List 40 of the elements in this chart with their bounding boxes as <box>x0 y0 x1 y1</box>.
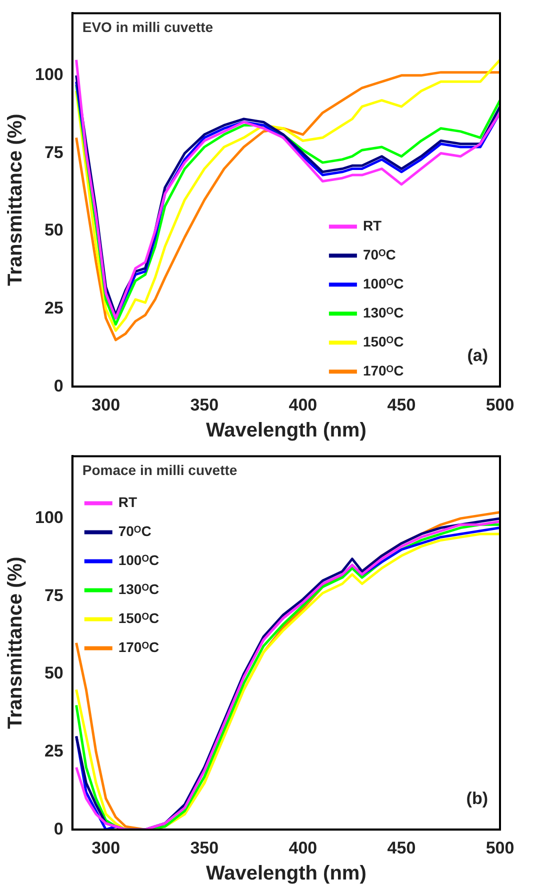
legend-label: 100ᴼC <box>362 275 404 292</box>
y-tick-label: 0 <box>54 819 64 838</box>
y-tick-label: 100 <box>34 508 64 528</box>
legend-label: 130ᴼC <box>362 304 404 320</box>
legend-label: 170ᴼC <box>118 639 160 656</box>
legend-label: RT <box>118 494 138 510</box>
y-tick-label: 75 <box>44 586 64 605</box>
legend-label: 100ᴼC <box>118 552 160 568</box>
x-tick-label: 350 <box>190 838 219 858</box>
x-tick-label: 300 <box>92 395 120 414</box>
legend-label: RT <box>362 217 382 234</box>
x-tick-label: 450 <box>387 395 416 414</box>
legend-label: 150ᴼC <box>362 333 404 350</box>
text: EVO in milli cuvette <box>82 19 214 36</box>
y-axis-title: Transmittance (%) <box>4 114 27 286</box>
y-axis-title: Transmittance (%) <box>4 556 27 730</box>
x-axis-title: Wavelength (nm) <box>206 420 366 442</box>
x-axis-title: Wavelength (nm) <box>206 862 366 885</box>
legend-label: 170ᴼC <box>362 362 404 378</box>
y-tick-label: 25 <box>44 741 64 760</box>
legend-label: 130ᴼC <box>118 581 160 598</box>
y-tick-label: 25 <box>44 298 64 318</box>
x-tick-label: 400 <box>288 395 318 414</box>
x-tick-label: 350 <box>190 395 219 414</box>
y-tick-label: 75 <box>44 142 64 162</box>
text: Pomace in milli cuvette <box>82 462 238 478</box>
legend-label: 70ᴼC <box>118 523 152 540</box>
y-tick-label: 50 <box>44 664 64 683</box>
annotation: (b) <box>466 788 488 808</box>
annotation: (a) <box>467 346 488 365</box>
y-tick-label: 0 <box>54 376 64 396</box>
y-tick-label: 100 <box>34 65 64 84</box>
x-tick-label: 500 <box>486 838 514 858</box>
x-tick-label: 400 <box>288 838 318 858</box>
legend-label: 70ᴼC <box>362 246 396 262</box>
x-tick-label: 500 <box>486 395 514 414</box>
x-tick-label: 450 <box>387 838 416 858</box>
legend-label: 150ᴼC <box>118 610 160 626</box>
y-tick-label: 50 <box>44 220 64 240</box>
x-tick-label: 300 <box>92 838 120 858</box>
